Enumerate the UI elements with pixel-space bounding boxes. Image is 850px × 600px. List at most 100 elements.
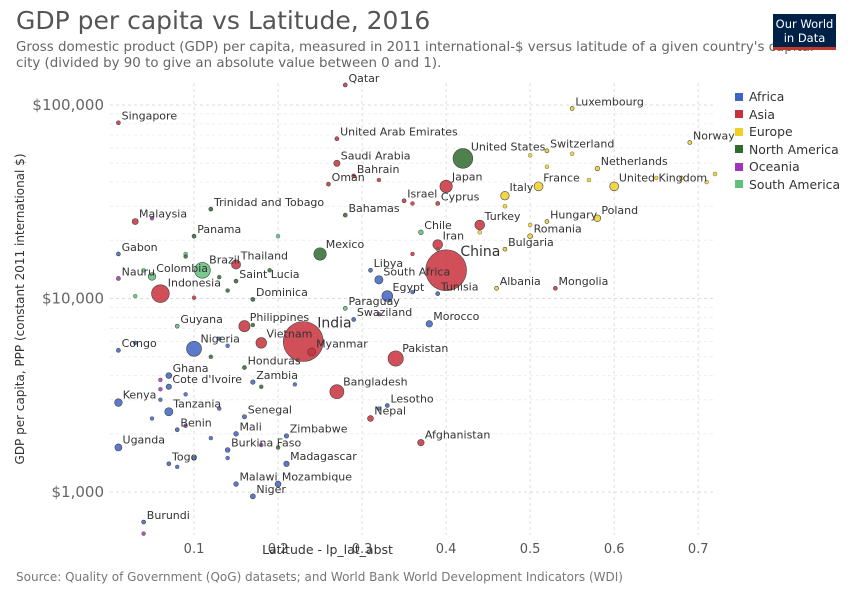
point-label: Indonesia: [168, 276, 221, 289]
legend-swatch: [735, 110, 743, 119]
chart-subtitle: Gross domestic product (GDP) per capita,…: [16, 40, 814, 71]
y-axis-title: GDP per capita, PPP (constant 2011 inter…: [13, 154, 27, 465]
data-point: [217, 336, 222, 341]
data-point: [250, 297, 256, 302]
data-point: [334, 136, 340, 142]
point-label: Cyprus: [441, 190, 480, 203]
point-label: Egypt: [393, 281, 425, 294]
y-tick-label: $100,000: [32, 96, 104, 114]
data-point: [435, 291, 441, 296]
data-point: [194, 262, 211, 279]
legend-swatch: [735, 180, 743, 189]
data-point: [141, 268, 146, 273]
data-point: [679, 175, 684, 181]
data-point: [410, 251, 415, 257]
data-point: [259, 384, 264, 389]
point-label: Switzerland: [550, 138, 614, 151]
point-label: Thailand: [240, 250, 288, 263]
data-point: [387, 350, 404, 367]
point-label: Zimbabwe: [290, 423, 348, 436]
point-label: China: [460, 244, 500, 260]
data-point: [704, 179, 709, 185]
point-label: Colombia: [156, 262, 208, 275]
point-label: Gabon: [122, 241, 158, 254]
point-label: United Arab Emirates: [340, 126, 458, 139]
point-label: Qatar: [348, 72, 379, 85]
point-label: Lesotho: [390, 392, 433, 405]
point-label: Mongolia: [559, 275, 609, 288]
legend-item[interactable]: Asia: [735, 106, 840, 124]
data-point: [116, 120, 121, 126]
data-point: [149, 416, 155, 421]
data-point: [174, 427, 180, 433]
data-point: [242, 414, 247, 420]
data-point: [425, 249, 467, 292]
point-label: Bahamas: [348, 202, 399, 215]
data-point: [141, 519, 146, 525]
point-label: Romania: [534, 223, 582, 236]
data-point: [231, 259, 241, 270]
point-label: Philippines: [250, 311, 310, 324]
data-point: [283, 460, 290, 467]
legend-swatch: [735, 145, 743, 154]
legend-swatch: [735, 92, 743, 101]
legend-label: Africa: [749, 89, 785, 105]
legend-item[interactable]: South America: [735, 176, 840, 194]
data-point: [342, 306, 348, 311]
data-point: [494, 285, 499, 291]
point-label: Morocco: [433, 310, 479, 323]
point-label: Malawi: [239, 471, 277, 484]
data-point: [191, 295, 197, 300]
legend-label: South America: [749, 176, 841, 192]
data-point: [166, 461, 172, 467]
point-label: Kenya: [123, 388, 157, 401]
data-point: [376, 177, 382, 183]
legend-item[interactable]: Europe: [735, 123, 840, 141]
point-label: Norway: [693, 129, 735, 142]
logo-line-2: in Data: [783, 31, 826, 45]
x-tick-label: 0.3: [352, 542, 373, 557]
data-point: [233, 481, 239, 487]
data-point: [259, 442, 264, 448]
data-point: [175, 464, 180, 470]
data-point: [342, 212, 348, 218]
data-point: [225, 455, 230, 461]
data-point: [376, 406, 382, 411]
point-label: Iran: [443, 230, 465, 243]
point-label: Oman: [332, 171, 365, 184]
data-point: [586, 177, 592, 183]
point-label: Madagascar: [290, 450, 357, 463]
data-point: [147, 272, 157, 281]
data-point: [283, 433, 289, 439]
point-label: Mali: [239, 420, 261, 433]
data-point: [533, 181, 544, 192]
data-point: [114, 398, 123, 407]
point-label: Burundi: [147, 509, 190, 522]
data-point: [425, 320, 433, 328]
data-point: [313, 247, 327, 261]
data-point: [544, 219, 550, 224]
legend-item[interactable]: North America: [735, 141, 840, 159]
legend-label: Asia: [749, 106, 775, 122]
data-point: [439, 179, 453, 193]
data-point: [238, 320, 251, 333]
point-label: Honduras: [248, 354, 301, 367]
data-point: [208, 206, 214, 212]
data-point: [274, 480, 282, 488]
point-label: Nepal: [374, 405, 406, 418]
legend-item[interactable]: Oceania: [735, 158, 840, 176]
data-point: [609, 181, 619, 192]
data-point: [435, 201, 441, 206]
data-point: [250, 322, 256, 328]
data-point: [217, 406, 222, 411]
data-point: [307, 347, 316, 357]
data-point: [267, 268, 272, 273]
point-label: Chile: [424, 219, 452, 232]
data-point: [376, 312, 382, 317]
legend-item[interactable]: Africa: [735, 88, 840, 106]
point-label: Cote d'Ivoire: [172, 373, 242, 386]
owid-logo[interactable]: Our World in Data: [773, 14, 836, 50]
data-point: [183, 254, 188, 259]
data-point: [174, 323, 180, 329]
